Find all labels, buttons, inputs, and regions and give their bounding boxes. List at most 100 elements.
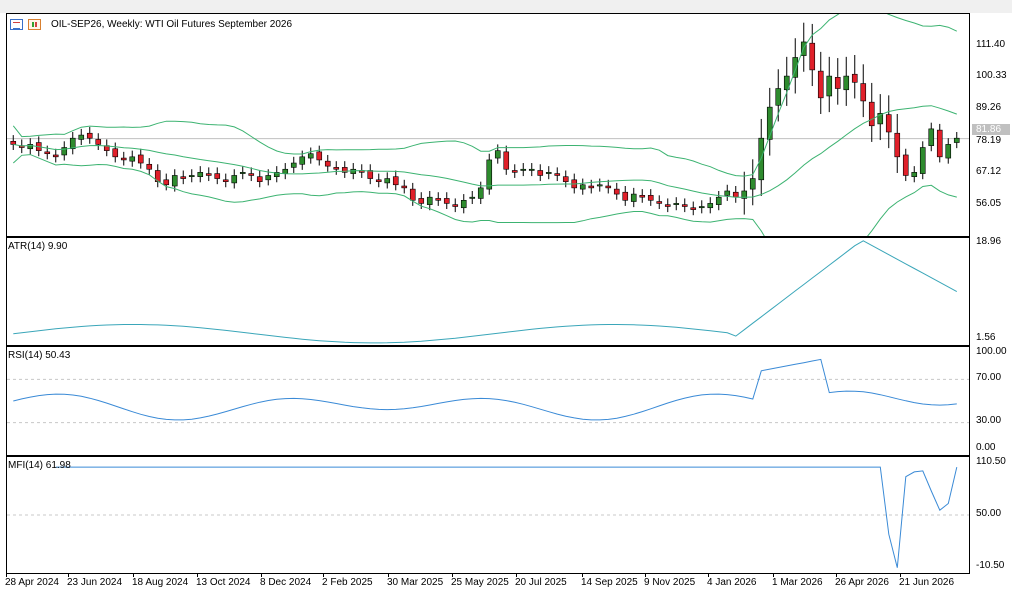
time-axis-label: 2 Feb 2025 [322, 577, 373, 588]
candle-body [528, 168, 535, 171]
candle-body [409, 188, 416, 201]
candle-body [86, 132, 93, 139]
bollinger-upper-band [12, 14, 958, 177]
mfi-tick-label: 110.50 [976, 456, 1006, 467]
candle-body [324, 160, 331, 167]
candle-body [27, 144, 34, 150]
candle-body [707, 203, 714, 209]
candle-body [180, 176, 187, 179]
candle-body [860, 83, 867, 102]
candle-body [537, 170, 544, 176]
price-tick-label: 67.12 [976, 166, 1002, 177]
time-axis-tick [452, 574, 453, 577]
candle-body [511, 170, 518, 173]
candle-body [741, 190, 748, 199]
candle-body [775, 88, 782, 106]
candle-body [460, 199, 467, 209]
atr-label: ATR(14) 9.90 [8, 241, 68, 252]
candle-body [894, 132, 901, 158]
atr-tick-label: 18.96 [976, 236, 1002, 247]
candle-body [146, 163, 153, 170]
candle-body [673, 203, 680, 205]
candle-body [78, 134, 85, 140]
candle-body [647, 195, 654, 201]
candle-body [732, 191, 739, 198]
candle-body [545, 172, 552, 174]
candle-body [273, 172, 280, 177]
mfi-line-svg [7, 466, 969, 568]
candle-body [834, 77, 841, 89]
candle-body [452, 204, 459, 207]
price-chart-pane[interactable] [6, 13, 970, 237]
candle-body [154, 170, 161, 182]
candle-body [639, 195, 646, 198]
candle-body [265, 175, 272, 181]
time-axis-label: 30 Mar 2025 [387, 577, 444, 588]
candle-body [341, 167, 348, 173]
candle-body [418, 198, 425, 204]
candle-body [868, 101, 875, 127]
time-axis-label: 9 Nov 2025 [644, 577, 696, 588]
time-axis-tick [133, 574, 134, 577]
atr-indicator-pane[interactable] [6, 237, 970, 346]
candle-body [630, 193, 637, 202]
candle-body [239, 172, 246, 174]
candle-body [851, 73, 858, 83]
candle-body [44, 151, 51, 155]
candle-body [367, 170, 374, 179]
time-axis-tick [323, 574, 324, 577]
atr-line-svg [13, 240, 958, 344]
rsi-line-svg [7, 358, 969, 424]
candle-body [520, 168, 527, 171]
time-axis-label: 28 Apr 2024 [5, 577, 59, 588]
time-axis-tick [6, 574, 7, 577]
bollinger-middle-band [13, 105, 957, 198]
candle-body [197, 172, 204, 177]
candle-body [664, 204, 671, 207]
rsi-tick-label: 100.00 [976, 346, 1007, 357]
candle-body [443, 198, 450, 204]
rsi-indicator-pane[interactable] [6, 346, 970, 456]
atr-tick-label: 1.56 [976, 332, 996, 343]
candle-body [826, 75, 833, 97]
candle-body [613, 188, 620, 195]
candle-body [562, 176, 569, 182]
rsi-line [13, 358, 957, 421]
candle-body [486, 159, 493, 190]
time-axis-tick [68, 574, 69, 577]
candle-body [843, 75, 850, 91]
candle-body [698, 206, 705, 209]
candle-body [282, 168, 289, 174]
candle-body [724, 190, 731, 196]
rsi-tick-label: 70.00 [976, 372, 1002, 383]
candle-body [95, 139, 102, 145]
candle-body [316, 151, 323, 161]
top-strip [0, 0, 1012, 13]
candle-body [588, 185, 595, 189]
candle-body [681, 204, 688, 207]
price-scale[interactable] [970, 13, 1012, 574]
candle-body [290, 162, 297, 168]
mfi-indicator-pane[interactable] [6, 456, 970, 574]
time-axis-tick [900, 574, 901, 577]
current-price-tag: 81.86 [972, 124, 1010, 135]
candle-body [299, 156, 306, 165]
time-axis-tick [516, 574, 517, 577]
candle-body [222, 179, 229, 182]
candle-body [792, 57, 799, 78]
price-tick-label: 111.40 [976, 39, 1006, 50]
candle-body [256, 176, 263, 182]
time-axis-label: 4 Jan 2026 [707, 577, 757, 588]
chart-window-icon[interactable] [28, 19, 41, 30]
candle-body [877, 113, 884, 125]
time-axis-tick [261, 574, 262, 577]
candle-body [435, 198, 442, 201]
time-axis-label: 18 Aug 2024 [132, 577, 189, 588]
candle-body [120, 157, 127, 161]
candle-body [783, 75, 790, 91]
symbol-list-icon[interactable] [10, 19, 23, 30]
price-tick-label: 100.33 [976, 70, 1007, 81]
candle-body [911, 172, 918, 177]
time-axis-label: 23 Jun 2024 [67, 577, 123, 588]
candle-body [401, 185, 408, 189]
